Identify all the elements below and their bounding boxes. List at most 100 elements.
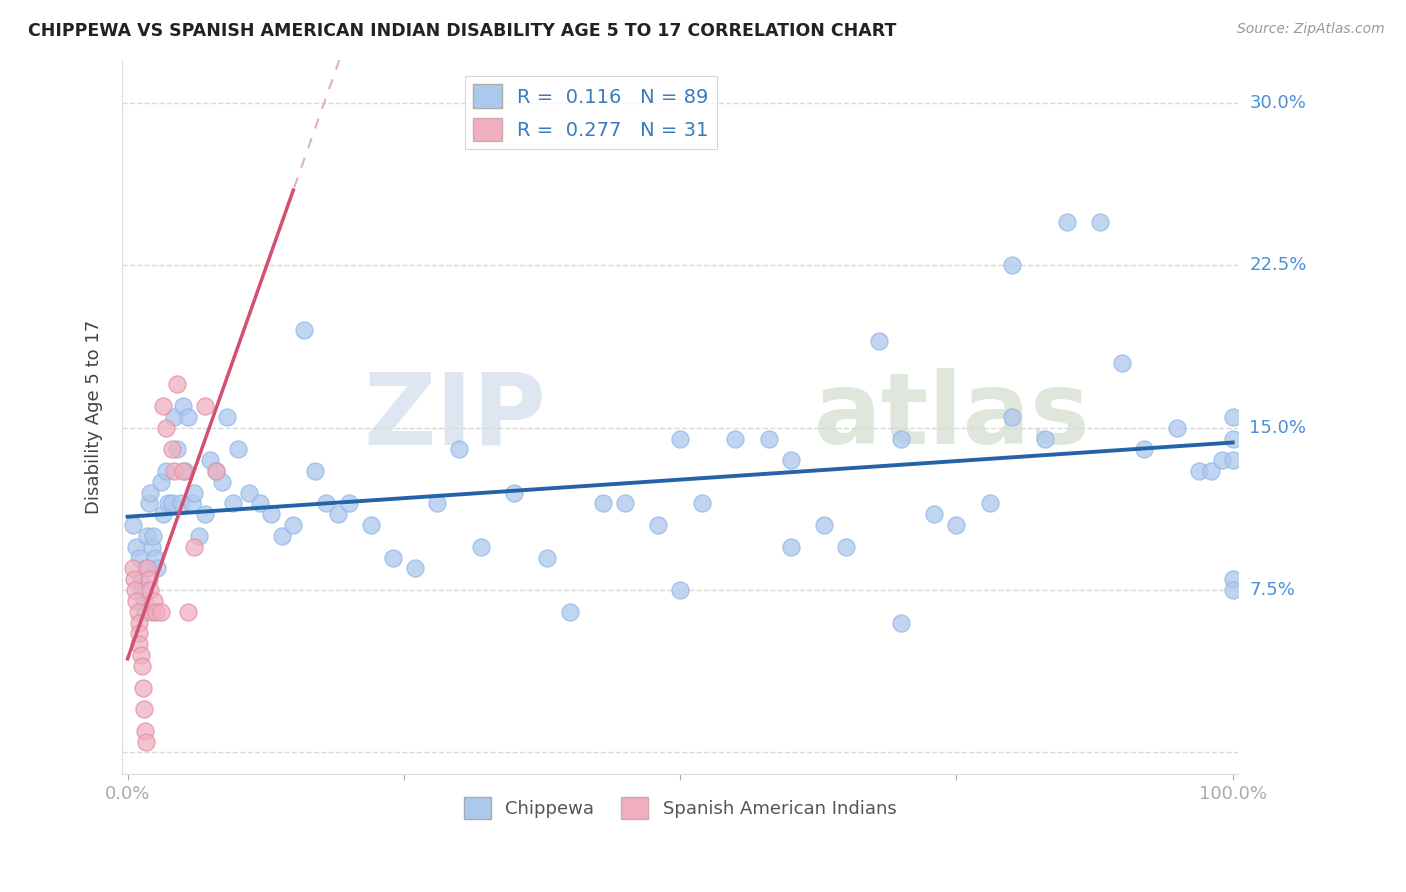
Point: [890, 432, 912, 446]
Point: [166, 377, 188, 392]
Point: [163, 464, 186, 478]
Point: [160, 442, 183, 457]
Y-axis label: Disability Age 5 to 17: Disability Age 5 to 17: [86, 319, 103, 514]
Text: 30.0%: 30.0%: [1250, 94, 1306, 112]
Point: [211, 475, 233, 489]
Point: [132, 681, 155, 695]
Point: [221, 496, 243, 510]
Point: [174, 464, 197, 478]
Point: [1199, 464, 1222, 478]
Point: [669, 432, 692, 446]
Point: [536, 550, 558, 565]
Point: [1166, 420, 1188, 434]
Point: [128, 637, 150, 651]
Point: [142, 529, 165, 543]
Point: [143, 594, 166, 608]
Point: [779, 453, 801, 467]
Point: [226, 442, 249, 457]
Point: [238, 485, 260, 500]
Point: [134, 723, 156, 738]
Point: [647, 518, 669, 533]
Point: [292, 323, 315, 337]
Point: [813, 518, 835, 533]
Point: [1088, 215, 1111, 229]
Point: [125, 594, 148, 608]
Point: [1033, 432, 1056, 446]
Point: [724, 432, 747, 446]
Point: [135, 561, 157, 575]
Point: [146, 561, 169, 575]
Point: [169, 496, 191, 510]
Point: [128, 615, 150, 630]
Text: 22.5%: 22.5%: [1250, 256, 1306, 275]
Point: [138, 583, 160, 598]
Point: [779, 540, 801, 554]
Point: [134, 702, 156, 716]
Point: [143, 550, 166, 565]
Point: [183, 540, 205, 554]
Point: [1211, 453, 1233, 467]
Point: [166, 442, 188, 457]
Point: [152, 399, 174, 413]
Point: [149, 605, 172, 619]
Point: [890, 615, 912, 630]
Point: [200, 453, 222, 467]
Point: [183, 485, 205, 500]
Point: [326, 508, 349, 522]
Point: [404, 561, 426, 575]
Point: [503, 485, 526, 500]
Point: [141, 605, 163, 619]
Point: [205, 464, 228, 478]
Point: [136, 529, 159, 543]
Text: atlas: atlas: [814, 368, 1091, 466]
Point: [122, 518, 145, 533]
Text: CHIPPEWA VS SPANISH AMERICAN INDIAN DISABILITY AGE 5 TO 17 CORRELATION CHART: CHIPPEWA VS SPANISH AMERICAN INDIAN DISA…: [28, 22, 897, 40]
Point: [172, 464, 194, 478]
Point: [128, 550, 150, 565]
Point: [1188, 464, 1211, 478]
Point: [141, 540, 163, 554]
Point: [138, 485, 160, 500]
Point: [271, 529, 294, 543]
Point: [360, 518, 382, 533]
Point: [470, 540, 492, 554]
Point: [1056, 215, 1078, 229]
Point: [1222, 409, 1244, 424]
Point: [177, 605, 200, 619]
Point: [145, 605, 167, 619]
Point: [868, 334, 890, 348]
Point: [160, 496, 183, 510]
Point: [155, 420, 177, 434]
Point: [1222, 453, 1244, 467]
Point: [1222, 572, 1244, 586]
Point: [669, 583, 692, 598]
Point: [249, 496, 271, 510]
Point: [1001, 258, 1024, 272]
Point: [138, 496, 160, 510]
Point: [124, 583, 146, 598]
Point: [205, 464, 228, 478]
Point: [149, 475, 172, 489]
Point: [835, 540, 858, 554]
Point: [215, 409, 238, 424]
Point: [283, 518, 305, 533]
Point: [945, 518, 967, 533]
Point: [381, 550, 404, 565]
Point: [558, 605, 581, 619]
Point: [122, 572, 145, 586]
Text: Source: ZipAtlas.com: Source: ZipAtlas.com: [1237, 22, 1385, 37]
Point: [155, 464, 177, 478]
Point: [157, 496, 180, 510]
Point: [128, 626, 150, 640]
Point: [449, 442, 471, 457]
Point: [188, 529, 211, 543]
Point: [122, 561, 145, 575]
Point: [592, 496, 614, 510]
Point: [194, 399, 217, 413]
Point: [304, 464, 326, 478]
Point: [180, 496, 202, 510]
Point: [131, 658, 153, 673]
Point: [194, 508, 217, 522]
Point: [922, 508, 945, 522]
Point: [129, 648, 152, 662]
